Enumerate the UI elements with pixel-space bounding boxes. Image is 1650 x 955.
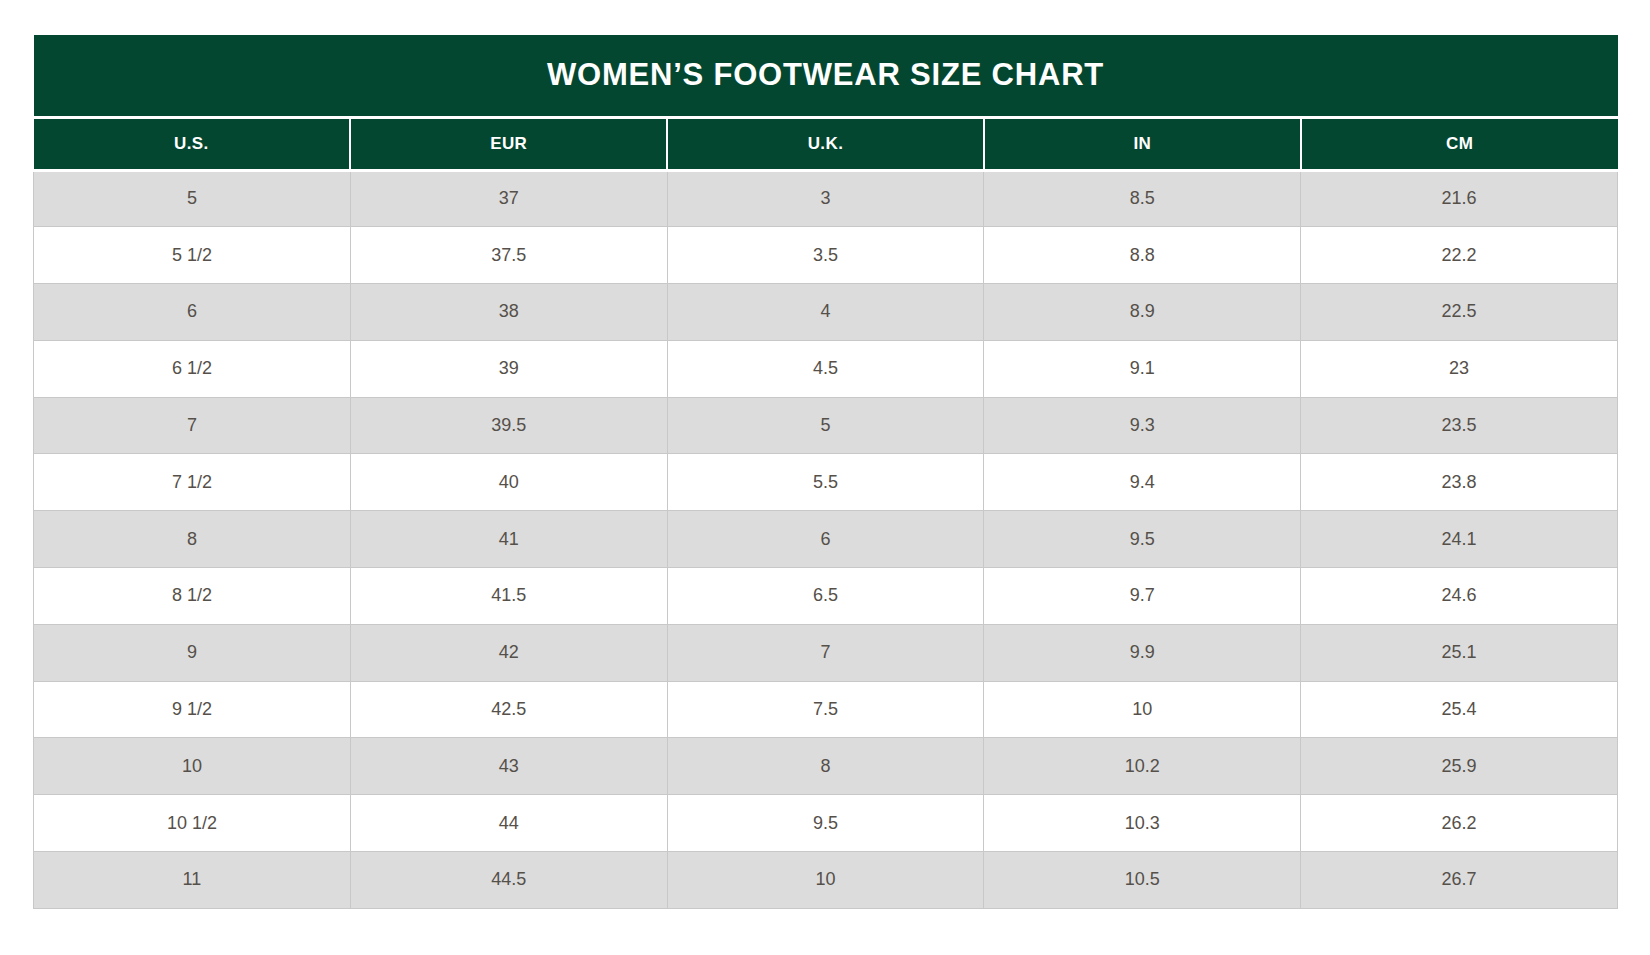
table-cell-eur: 41.5 xyxy=(350,568,667,625)
table-cell-cm: 22.2 xyxy=(1301,227,1618,284)
table-cell-us: 10 xyxy=(34,738,351,795)
table-cell-us: 8 xyxy=(34,511,351,568)
column-header-us: U.S. xyxy=(34,117,351,170)
title-row: WOMEN’S FOOTWEAR SIZE CHART xyxy=(34,35,1618,117)
table-row: 7 1/2 40 5.5 9.4 23.8 xyxy=(34,454,1618,511)
table-cell-cm: 23.8 xyxy=(1301,454,1618,511)
table-cell-in: 10.5 xyxy=(984,852,1301,909)
table-cell-uk: 6 xyxy=(667,511,984,568)
table-cell-uk: 7.5 xyxy=(667,681,984,738)
column-header-eur: EUR xyxy=(350,117,667,170)
table-cell-in: 10.2 xyxy=(984,738,1301,795)
table-cell-in: 9.9 xyxy=(984,624,1301,681)
size-chart-header: WOMEN’S FOOTWEAR SIZE CHART U.S. EUR U.K… xyxy=(34,35,1618,170)
table-cell-cm: 25.4 xyxy=(1301,681,1618,738)
table-cell-in: 10 xyxy=(984,681,1301,738)
table-cell-uk: 3.5 xyxy=(667,227,984,284)
table-cell-in: 8.5 xyxy=(984,170,1301,227)
table-cell-uk: 8 xyxy=(667,738,984,795)
table-cell-cm: 25.1 xyxy=(1301,624,1618,681)
table-cell-us: 8 1/2 xyxy=(34,568,351,625)
table-cell-uk: 6.5 xyxy=(667,568,984,625)
table-cell-cm: 22.5 xyxy=(1301,284,1618,341)
table-row: 10 43 8 10.2 25.9 xyxy=(34,738,1618,795)
table-cell-eur: 39 xyxy=(350,340,667,397)
table-cell-in: 9.4 xyxy=(984,454,1301,511)
table-cell-us: 11 xyxy=(34,852,351,909)
column-header-row: U.S. EUR U.K. IN CM xyxy=(34,117,1618,170)
table-row: 10 1/2 44 9.5 10.3 26.2 xyxy=(34,795,1618,852)
table-row: 8 41 6 9.5 24.1 xyxy=(34,511,1618,568)
table-cell-cm: 26.7 xyxy=(1301,852,1618,909)
table-cell-uk: 5.5 xyxy=(667,454,984,511)
table-cell-eur: 42 xyxy=(350,624,667,681)
table-cell-cm: 26.2 xyxy=(1301,795,1618,852)
table-row: 9 1/2 42.5 7.5 10 25.4 xyxy=(34,681,1618,738)
table-cell-eur: 41 xyxy=(350,511,667,568)
table-cell-uk: 10 xyxy=(667,852,984,909)
table-row: 9 42 7 9.9 25.1 xyxy=(34,624,1618,681)
table-row: 6 1/2 39 4.5 9.1 23 xyxy=(34,340,1618,397)
table-row: 6 38 4 8.9 22.5 xyxy=(34,284,1618,341)
table-cell-us: 7 1/2 xyxy=(34,454,351,511)
table-cell-eur: 44.5 xyxy=(350,852,667,909)
table-body: 5 37 3 8.5 21.6 5 1/2 37.5 3.5 8.8 22.2 … xyxy=(34,170,1618,908)
table-cell-us: 10 1/2 xyxy=(34,795,351,852)
table-cell-eur: 44 xyxy=(350,795,667,852)
table-cell-us: 5 1/2 xyxy=(34,227,351,284)
table-cell-uk: 4.5 xyxy=(667,340,984,397)
chart-title: WOMEN’S FOOTWEAR SIZE CHART xyxy=(34,35,1618,117)
table-cell-cm: 21.6 xyxy=(1301,170,1618,227)
table-cell-eur: 37 xyxy=(350,170,667,227)
table-cell-in: 9.1 xyxy=(984,340,1301,397)
table-cell-cm: 24.1 xyxy=(1301,511,1618,568)
table-cell-us: 6 xyxy=(34,284,351,341)
table-cell-in: 10.3 xyxy=(984,795,1301,852)
table-cell-uk: 9.5 xyxy=(667,795,984,852)
table-cell-eur: 43 xyxy=(350,738,667,795)
table-cell-uk: 4 xyxy=(667,284,984,341)
table-row: 8 1/2 41.5 6.5 9.7 24.6 xyxy=(34,568,1618,625)
table-cell-uk: 7 xyxy=(667,624,984,681)
table-cell-in: 9.3 xyxy=(984,397,1301,454)
table-cell-eur: 37.5 xyxy=(350,227,667,284)
table-cell-in: 8.8 xyxy=(984,227,1301,284)
table-row: 7 39.5 5 9.3 23.5 xyxy=(34,397,1618,454)
table-cell-cm: 24.6 xyxy=(1301,568,1618,625)
column-header-uk: U.K. xyxy=(667,117,984,170)
table-cell-eur: 40 xyxy=(350,454,667,511)
table-row: 5 37 3 8.5 21.6 xyxy=(34,170,1618,227)
table-cell-us: 5 xyxy=(34,170,351,227)
table-cell-eur: 39.5 xyxy=(350,397,667,454)
table-cell-eur: 42.5 xyxy=(350,681,667,738)
table-cell-in: 8.9 xyxy=(984,284,1301,341)
table-row: 11 44.5 10 10.5 26.7 xyxy=(34,852,1618,909)
table-cell-uk: 5 xyxy=(667,397,984,454)
table-row: 5 1/2 37.5 3.5 8.8 22.2 xyxy=(34,227,1618,284)
table-cell-us: 9 xyxy=(34,624,351,681)
table-cell-us: 9 1/2 xyxy=(34,681,351,738)
column-header-cm: CM xyxy=(1301,117,1618,170)
table-cell-us: 7 xyxy=(34,397,351,454)
table-cell-us: 6 1/2 xyxy=(34,340,351,397)
table-cell-cm: 23 xyxy=(1301,340,1618,397)
table-cell-cm: 25.9 xyxy=(1301,738,1618,795)
table-cell-uk: 3 xyxy=(667,170,984,227)
table-cell-in: 9.5 xyxy=(984,511,1301,568)
table-cell-cm: 23.5 xyxy=(1301,397,1618,454)
table-cell-in: 9.7 xyxy=(984,568,1301,625)
size-chart-table: WOMEN’S FOOTWEAR SIZE CHART U.S. EUR U.K… xyxy=(33,35,1618,909)
column-header-in: IN xyxy=(984,117,1301,170)
table-cell-eur: 38 xyxy=(350,284,667,341)
